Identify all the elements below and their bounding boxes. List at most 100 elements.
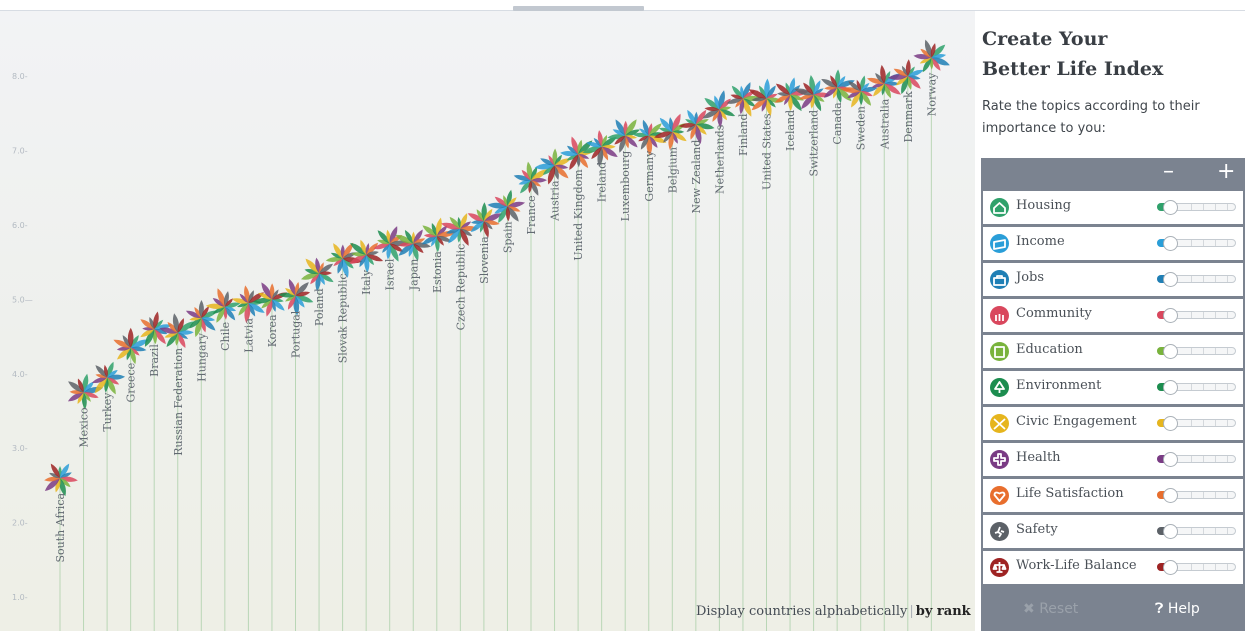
country-flower[interactable] xyxy=(278,278,314,316)
slider-thumb[interactable] xyxy=(1163,452,1178,467)
country-flower[interactable] xyxy=(67,373,104,410)
country-label[interactable]: Estonia xyxy=(431,251,444,293)
country-flower[interactable] xyxy=(185,300,219,338)
sort-alphabetically-link[interactable]: Display countries alphabetically xyxy=(696,604,908,619)
country-label[interactable]: Slovenia xyxy=(478,236,491,284)
country-flower[interactable] xyxy=(43,462,78,497)
country-label[interactable]: Latvia xyxy=(242,318,255,353)
slider-thumb[interactable] xyxy=(1163,272,1178,287)
topic-weight-slider[interactable] xyxy=(1157,524,1237,539)
slider-thumb[interactable] xyxy=(1163,308,1178,323)
country-flower[interactable] xyxy=(840,75,878,109)
country-flower[interactable] xyxy=(440,212,479,247)
country-label[interactable]: Japan xyxy=(407,259,420,292)
country-flower[interactable] xyxy=(373,225,410,263)
country-label[interactable]: Finland xyxy=(737,114,750,156)
topic-weight-slider[interactable] xyxy=(1157,344,1237,359)
slider-thumb[interactable] xyxy=(1163,416,1178,431)
country-label[interactable]: United Kingdom xyxy=(572,169,585,261)
topic-weight-slider[interactable] xyxy=(1157,488,1237,503)
country-label[interactable]: Austria xyxy=(549,180,562,222)
country-label[interactable]: Norway xyxy=(925,72,938,116)
slider-thumb[interactable] xyxy=(1163,236,1178,251)
help-button[interactable]: ❓︎ Help xyxy=(1155,601,1200,617)
country-label[interactable]: Denmark xyxy=(902,91,915,143)
tab-handle[interactable] xyxy=(513,6,644,11)
country-label[interactable]: Czech Republic xyxy=(454,244,467,331)
country-flower[interactable] xyxy=(91,361,126,396)
country-label[interactable]: Iceland xyxy=(784,110,797,151)
topic-weight-slider[interactable] xyxy=(1157,416,1237,431)
country-label[interactable]: South Africa xyxy=(54,493,67,563)
flower-petal xyxy=(200,318,206,333)
country-flower[interactable] xyxy=(560,136,594,172)
country-label[interactable]: Germany xyxy=(643,150,656,202)
country-flower[interactable] xyxy=(513,161,549,197)
country-flower[interactable] xyxy=(231,285,266,324)
topic-weight-slider[interactable] xyxy=(1157,200,1237,215)
country-flower[interactable] xyxy=(394,228,432,261)
country-flower[interactable] xyxy=(139,311,172,348)
country-label[interactable]: Netherlands xyxy=(713,124,726,194)
country-label[interactable]: Mexico xyxy=(78,407,91,448)
country-flower[interactable] xyxy=(300,257,335,292)
slider-thumb[interactable] xyxy=(1163,488,1178,503)
country-flower[interactable] xyxy=(747,78,784,117)
slider-thumb[interactable] xyxy=(1163,344,1178,359)
country-label[interactable]: Ireland xyxy=(596,162,609,202)
slider-thumb[interactable] xyxy=(1163,380,1178,395)
country-label[interactable]: Portugal xyxy=(290,310,303,358)
country-label[interactable]: Slovak Republic xyxy=(337,273,350,363)
country-flower[interactable] xyxy=(887,59,925,95)
country-flower[interactable] xyxy=(632,119,668,156)
slider-thumb[interactable] xyxy=(1163,524,1178,539)
reset-button[interactable]: ✖︎ Reset xyxy=(1023,601,1078,617)
country-label[interactable]: New Zealand xyxy=(690,140,703,214)
country-flower[interactable] xyxy=(653,113,688,151)
topic-weight-slider[interactable] xyxy=(1157,560,1237,575)
country-flower[interactable] xyxy=(913,39,951,74)
country-flower[interactable] xyxy=(467,202,504,238)
country-label[interactable]: Australia xyxy=(878,98,891,150)
country-label[interactable]: Switzerland xyxy=(808,110,821,177)
topic-weight-slider[interactable] xyxy=(1157,452,1237,467)
country-label[interactable]: Greece xyxy=(125,363,138,403)
country-flower[interactable] xyxy=(678,108,715,144)
country-label[interactable]: Brazil xyxy=(148,344,161,377)
topic-weight-slider[interactable] xyxy=(1157,380,1237,395)
country-label[interactable]: Russian Federation xyxy=(172,348,185,456)
country-flower[interactable] xyxy=(253,281,289,317)
country-label[interactable]: Chile xyxy=(219,322,232,351)
country-label[interactable]: Korea xyxy=(266,314,279,347)
flower-petal xyxy=(803,82,814,95)
country-flower[interactable] xyxy=(348,239,384,273)
slider-thumb[interactable] xyxy=(1163,200,1178,215)
topic-weight-slider[interactable] xyxy=(1157,236,1237,251)
country-flower[interactable] xyxy=(487,189,526,224)
country-flower[interactable] xyxy=(701,90,736,128)
country-flower[interactable] xyxy=(582,130,619,167)
slider-thumb[interactable] xyxy=(1163,560,1178,575)
country-label[interactable]: Turkey xyxy=(101,392,114,432)
country-label[interactable]: France xyxy=(525,195,538,234)
country-flower[interactable] xyxy=(421,217,457,253)
country-flower[interactable] xyxy=(205,287,241,324)
country-label[interactable]: Poland xyxy=(313,288,326,326)
country-label[interactable]: Spain xyxy=(501,221,514,253)
sort-by-rank-link[interactable]: by rank xyxy=(915,604,971,619)
country-flower[interactable] xyxy=(159,313,196,349)
country-label[interactable]: Canada xyxy=(831,102,844,145)
country-label[interactable]: Sweden xyxy=(855,106,868,150)
topic-weight-slider[interactable] xyxy=(1157,272,1237,287)
country-label[interactable]: Hungary xyxy=(195,332,208,382)
country-label[interactable]: Belgium xyxy=(666,146,679,193)
country-flower[interactable] xyxy=(607,118,641,154)
country-label[interactable]: Luxembourg xyxy=(619,151,632,222)
country-label[interactable]: Italy xyxy=(360,269,373,295)
country-flower[interactable] xyxy=(820,69,856,103)
country-flower[interactable] xyxy=(112,327,150,365)
country-label[interactable]: United States xyxy=(761,113,774,190)
country-label[interactable]: Israel xyxy=(384,258,397,290)
country-flower[interactable] xyxy=(534,148,572,185)
topic-weight-slider[interactable] xyxy=(1157,308,1237,323)
